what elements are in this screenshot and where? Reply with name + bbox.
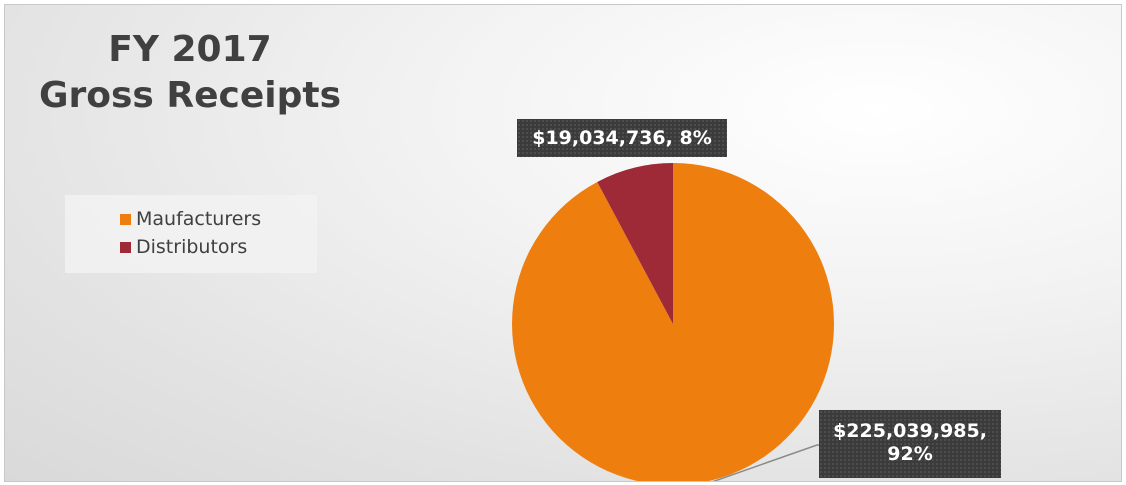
legend-item-manufacturers: Maufacturers — [120, 205, 317, 233]
pie-slice-manufacturers — [512, 163, 835, 481]
chart-area: FY 2017 Gross Receipts Maufacturers Dist… — [4, 4, 1122, 482]
data-label-distributors: $19,034,736, 8% — [517, 119, 727, 157]
data-label-manufacturers: $225,039,985, 92% — [819, 410, 1001, 478]
legend-swatch-manufacturers — [120, 213, 131, 225]
legend-label-distributors: Distributors — [136, 236, 248, 258]
chart-title: FY 2017 Gross Receipts — [5, 27, 375, 119]
chart-title-line-1: FY 2017 — [108, 29, 272, 70]
chart-legend: Maufacturers Distributors — [65, 195, 317, 273]
pie-slice-distributors — [597, 163, 673, 324]
legend-item-distributors: Distributors — [120, 233, 317, 261]
chart-title-line-2: Gross Receipts — [38, 75, 342, 116]
legend-label-manufacturers: Maufacturers — [136, 208, 262, 230]
legend-swatch-distributors — [120, 241, 131, 253]
pie-plot — [512, 163, 835, 481]
